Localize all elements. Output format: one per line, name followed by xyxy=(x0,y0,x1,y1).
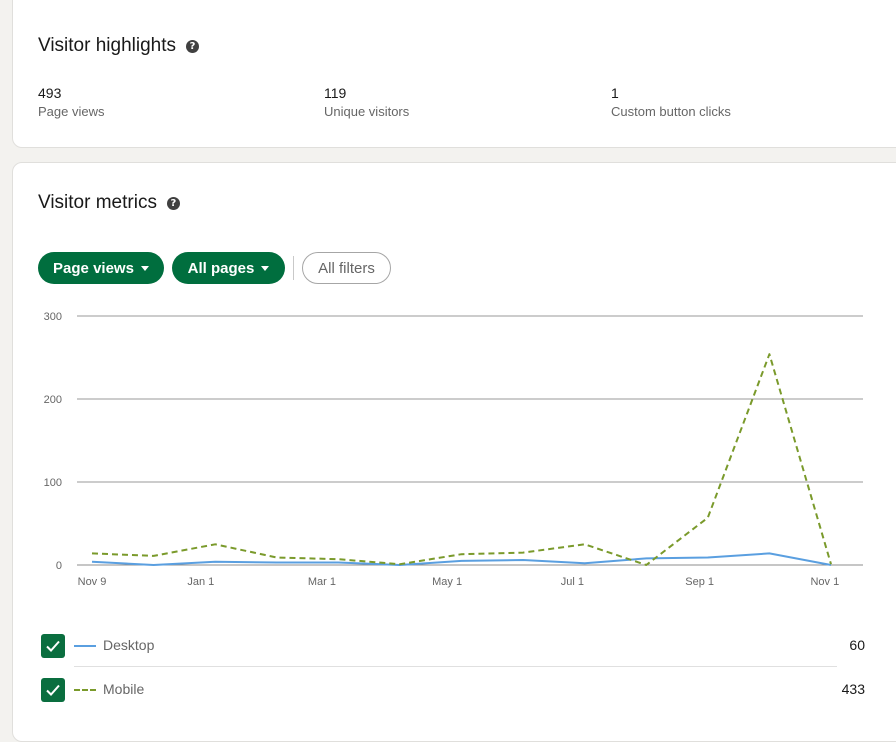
legend-label: Desktop xyxy=(103,637,154,653)
x-tick-label: Nov 9 xyxy=(78,576,107,588)
desktop-checkbox[interactable] xyxy=(41,634,65,658)
x-tick-label: May 1 xyxy=(432,576,462,588)
x-tick-label: Mar 1 xyxy=(308,576,336,588)
visitor-metrics-card: Visitor metrics ? Page views All pages A… xyxy=(12,162,896,742)
desktop-line-swatch xyxy=(74,645,96,647)
legend-total: 433 xyxy=(842,681,865,697)
visitor-highlights-heading: Visitor highlights xyxy=(38,35,176,57)
stat-custom-button-clicks: 1 Custom button clicks xyxy=(611,85,731,119)
stat-label: Page views xyxy=(38,104,104,119)
stat-value: 119 xyxy=(324,85,409,101)
check-icon xyxy=(41,678,65,702)
y-tick-label: 300 xyxy=(44,311,62,323)
mobile-checkbox[interactable] xyxy=(41,678,65,702)
legend-row-mobile: Mobile 433 xyxy=(41,676,865,704)
stat-label: Custom button clicks xyxy=(611,104,731,119)
series-line-mobile xyxy=(92,354,831,565)
x-tick-label: Sep 1 xyxy=(685,576,714,588)
stat-page-views: 493 Page views xyxy=(38,85,104,119)
stat-label: Unique visitors xyxy=(324,104,409,119)
mobile-line-swatch xyxy=(74,689,96,691)
stat-value: 1 xyxy=(611,85,731,101)
y-tick-label: 100 xyxy=(44,477,62,489)
x-tick-label: Jul 1 xyxy=(561,576,584,588)
x-tick-label: Nov 1 xyxy=(810,576,839,588)
y-tick-label: 200 xyxy=(44,394,62,406)
stat-unique-visitors: 119 Unique visitors xyxy=(324,85,409,119)
legend-row-desktop: Desktop 60 xyxy=(41,632,865,660)
stat-value: 493 xyxy=(38,85,104,101)
y-tick-label: 0 xyxy=(56,560,62,572)
question-circle-icon[interactable]: ? xyxy=(186,40,199,53)
legend-total: 60 xyxy=(849,637,865,653)
check-icon xyxy=(41,634,65,658)
legend-divider xyxy=(74,666,837,667)
visitor-highlights-card: Visitor highlights ? 493 Page views 119 … xyxy=(12,0,896,148)
legend-label: Mobile xyxy=(103,681,144,697)
visitor-highlights-title: Visitor highlights ? xyxy=(38,35,199,57)
visitor-metrics-chart: 0 100 200 300 Nov 9 Jan 1 Mar 1 May 1 Jul 1 Sep 1… xyxy=(13,163,893,603)
x-tick-label: Jan 1 xyxy=(187,576,214,588)
